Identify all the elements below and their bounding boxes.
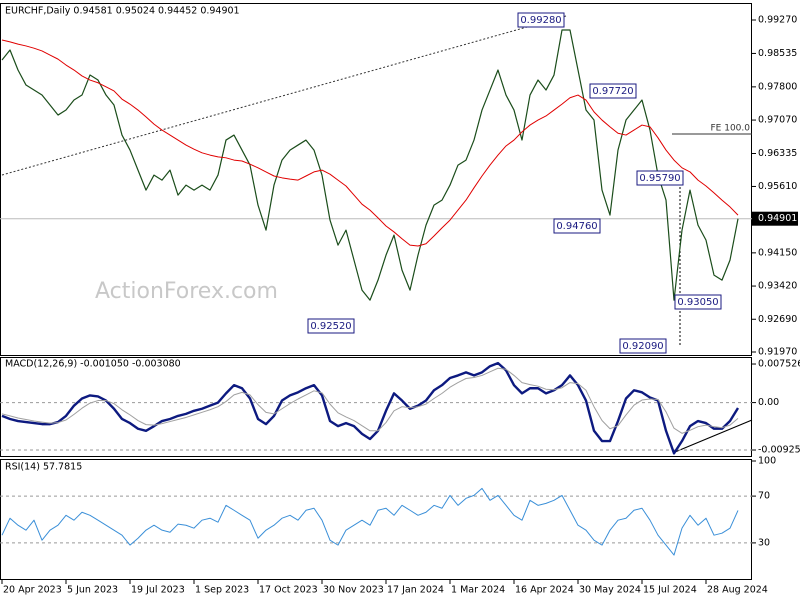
x-tick-label: 20 Apr 2023: [3, 585, 62, 596]
price-label-box: [636, 170, 684, 186]
price-label: 0.95790: [639, 173, 680, 184]
y-tick-label: 0.94150: [758, 247, 797, 258]
x-tick-label: 1 Sep 2023: [195, 585, 249, 596]
macd-panel: [0, 357, 752, 457]
y-tick-label: 0.98535: [758, 48, 797, 59]
last-price-box: [752, 211, 798, 226]
y-tick-label: 0.99270: [758, 15, 797, 26]
x-tick-label: 1 Mar 2024: [451, 585, 505, 596]
x-tick-label: 30 May 2024: [579, 585, 641, 596]
price-label-box: [619, 338, 667, 354]
y-tick-label: 0.91970: [758, 346, 797, 357]
trend-line: [1, 15, 567, 176]
y-tick-label: 0.96335: [758, 148, 797, 159]
y-tick-label: 0.95610: [758, 181, 797, 192]
y-tick-label: 30: [758, 537, 770, 548]
price-label: 0.94760: [556, 221, 597, 232]
x-tick-label: 19 Jul 2023: [131, 585, 185, 596]
y-tick-label: 0.93420: [758, 281, 797, 292]
y-tick-label: -0.009252: [758, 445, 800, 456]
x-tick-label: 5 Jun 2023: [67, 585, 118, 596]
price-label-box: [589, 83, 637, 99]
panel-title: RSI(14) 57.7815: [5, 462, 82, 473]
x-tick-label: 16 Apr 2024: [515, 585, 574, 596]
series-line: [1, 361, 740, 455]
price-label-box: [674, 294, 722, 310]
last-price-label: 0.94901: [758, 213, 797, 224]
series-line: [1, 367, 739, 434]
price-label-box: [517, 12, 565, 28]
x-tick-label: 30 Nov 2023: [323, 585, 384, 596]
price-label: 0.97720: [592, 86, 633, 97]
rsi-panel: [0, 459, 752, 580]
panel-title: MACD(12,26,9) -0.001050 -0.003080: [5, 359, 181, 370]
x-tick-label: 17 Oct 2023: [259, 585, 318, 596]
x-tick-label: 17 Jan 2024: [387, 585, 444, 596]
y-tick-label: 70: [758, 491, 770, 502]
price-label: 0.99280: [520, 15, 561, 26]
panel-title: EURCHF,Daily 0.94581 0.95024 0.94452 0.9…: [5, 6, 240, 17]
y-tick-label: 0.92690: [758, 314, 797, 325]
x-tick-label: 15 Jul 2024: [643, 585, 697, 596]
fe-label: FE 100.0: [711, 124, 751, 134]
y-tick-label: 0.00: [758, 397, 779, 408]
price-label: 0.92520: [310, 321, 351, 332]
price-label-box: [553, 218, 601, 234]
y-tick-label: 0.97800: [758, 81, 797, 92]
price-label: 0.92090: [622, 341, 663, 352]
macd-trend-line: [674, 419, 753, 453]
y-tick-label: 100: [758, 456, 776, 467]
series-line: [1, 29, 739, 301]
y-tick-label: 0.97070: [758, 115, 797, 126]
watermark: ActionForex.com: [95, 279, 278, 304]
price-label-box: [307, 318, 355, 334]
y-tick-label: 0.007526: [758, 359, 800, 370]
series-line: [1, 487, 739, 556]
price-panel: [0, 3, 752, 356]
price-label: 0.93050: [677, 297, 718, 308]
x-tick-label: 28 Aug 2024: [707, 585, 768, 596]
series-line: [1, 39, 739, 247]
